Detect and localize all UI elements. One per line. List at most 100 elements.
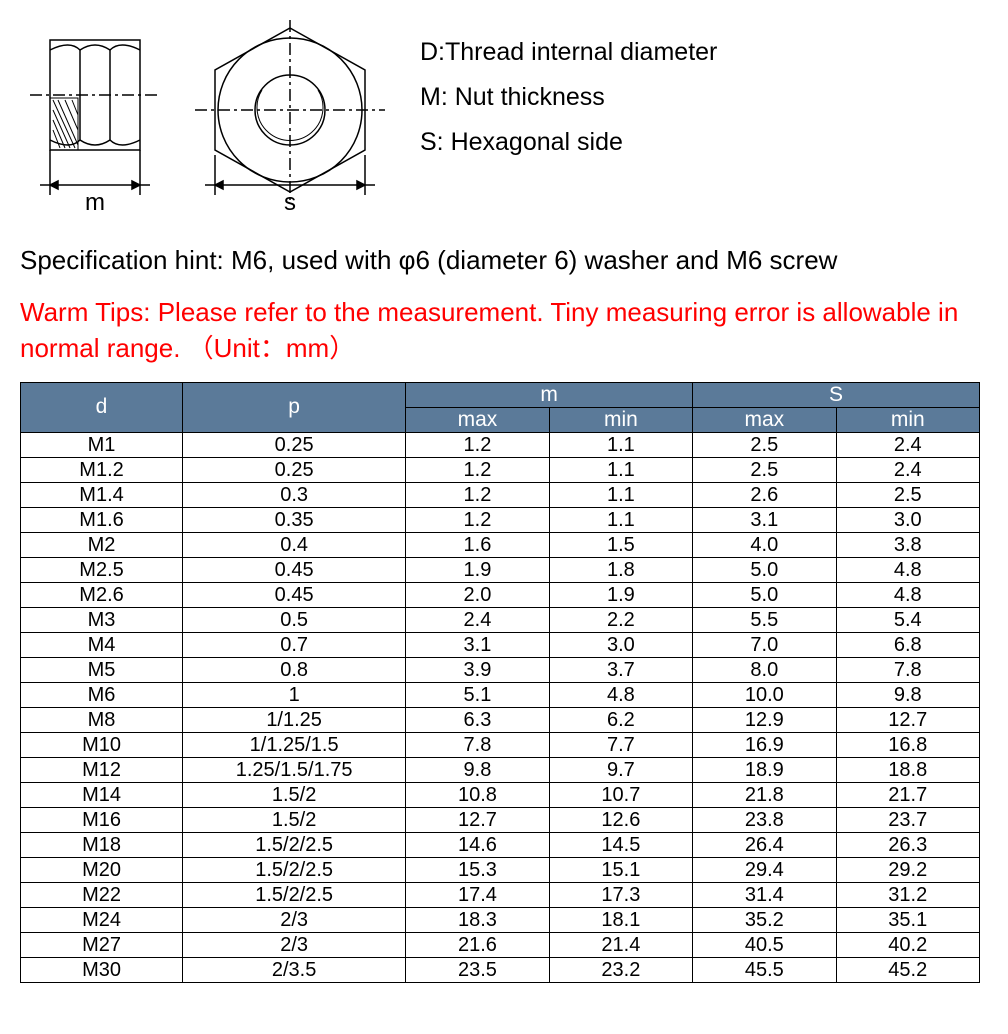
legend-s: S: Hexagonal side [420,120,717,165]
cell-s_max: 5.5 [693,607,836,632]
table-row: M121.25/1.5/1.759.89.718.918.8 [21,757,980,782]
cell-s_max: 45.5 [693,957,836,982]
cell-d: M3 [21,607,183,632]
cell-s_max: 29.4 [693,857,836,882]
cell-p: 0.7 [183,632,406,657]
cell-d: M2.6 [21,582,183,607]
cell-m_min: 1.1 [549,482,692,507]
cell-d: M6 [21,682,183,707]
cell-m_min: 10.7 [549,782,692,807]
table-row: M141.5/210.810.721.821.7 [21,782,980,807]
cell-d: M24 [21,907,183,932]
cell-m_max: 10.8 [406,782,549,807]
table-row: M2.60.452.01.95.04.8 [21,582,980,607]
table-row: M10.251.21.12.52.4 [21,432,980,457]
cell-s_max: 16.9 [693,732,836,757]
col-s-header: S [693,382,980,407]
cell-m_max: 6.3 [406,707,549,732]
table-row: M161.5/212.712.623.823.7 [21,807,980,832]
cell-m_min: 7.7 [549,732,692,757]
cell-p: 1.25/1.5/1.75 [183,757,406,782]
cell-m_min: 3.0 [549,632,692,657]
cell-p: 1.5/2/2.5 [183,832,406,857]
table-header: d p m S max min max min [21,382,980,432]
cell-d: M20 [21,857,183,882]
cell-m_max: 21.6 [406,932,549,957]
nut-top-view-icon: s [190,20,390,220]
col-s-max-header: max [693,407,836,432]
cell-m_min: 1.9 [549,582,692,607]
cell-m_min: 15.1 [549,857,692,882]
table-row: M272/321.621.440.540.2 [21,932,980,957]
cell-m_min: 4.8 [549,682,692,707]
cell-d: M12 [21,757,183,782]
cell-m_min: 21.4 [549,932,692,957]
cell-s_min: 3.0 [836,507,979,532]
cell-p: 0.4 [183,532,406,557]
cell-m_min: 23.2 [549,957,692,982]
cell-d: M2 [21,532,183,557]
cell-s_max: 5.0 [693,582,836,607]
cell-s_max: 2.5 [693,432,836,457]
cell-m_max: 14.6 [406,832,549,857]
cell-p: 1 [183,682,406,707]
table-row: M81/1.256.36.212.912.7 [21,707,980,732]
cell-m_max: 3.1 [406,632,549,657]
cell-m_max: 1.2 [406,432,549,457]
cell-m_min: 18.1 [549,907,692,932]
cell-s_min: 40.2 [836,932,979,957]
cell-s_min: 2.4 [836,432,979,457]
table-row: M181.5/2/2.514.614.526.426.3 [21,832,980,857]
cell-d: M2.5 [21,557,183,582]
cell-s_max: 26.4 [693,832,836,857]
col-m-max-header: max [406,407,549,432]
cell-p: 1/1.25/1.5 [183,732,406,757]
cell-s_min: 5.4 [836,607,979,632]
cell-m_max: 1.6 [406,532,549,557]
cell-s_min: 4.8 [836,557,979,582]
table-row: M101/1.25/1.57.87.716.916.8 [21,732,980,757]
cell-m_max: 17.4 [406,882,549,907]
cell-m_max: 12.7 [406,807,549,832]
cell-d: M16 [21,807,183,832]
table-row: M20.41.61.54.03.8 [21,532,980,557]
cell-p: 2/3 [183,907,406,932]
cell-p: 0.3 [183,482,406,507]
cell-s_min: 2.5 [836,482,979,507]
cell-d: M1 [21,432,183,457]
cell-m_max: 23.5 [406,957,549,982]
cell-m_max: 2.0 [406,582,549,607]
table-row: M201.5/2/2.515.315.129.429.2 [21,857,980,882]
cell-m_min: 6.2 [549,707,692,732]
cell-m_max: 1.2 [406,457,549,482]
cell-p: 1.5/2/2.5 [183,857,406,882]
cell-p: 1.5/2/2.5 [183,882,406,907]
cell-d: M22 [21,882,183,907]
table-row: M302/3.523.523.245.545.2 [21,957,980,982]
legend-m: M: Nut thickness [420,75,717,120]
cell-d: M1.6 [21,507,183,532]
col-m-header: m [406,382,693,407]
cell-d: M14 [21,782,183,807]
cell-s_min: 45.2 [836,957,979,982]
cell-d: M8 [21,707,183,732]
table-row: M615.14.810.09.8 [21,682,980,707]
cell-m_min: 2.2 [549,607,692,632]
cell-s_max: 8.0 [693,657,836,682]
cell-m_max: 15.3 [406,857,549,882]
cell-m_min: 1.8 [549,557,692,582]
cell-s_min: 35.1 [836,907,979,932]
col-s-min-header: min [836,407,979,432]
cell-s_min: 18.8 [836,757,979,782]
s-dimension-label: s [284,189,296,216]
cell-m_min: 1.1 [549,432,692,457]
cell-s_min: 23.7 [836,807,979,832]
cell-s_max: 21.8 [693,782,836,807]
cell-m_min: 1.5 [549,532,692,557]
cell-d: M5 [21,657,183,682]
cell-s_max: 2.5 [693,457,836,482]
cell-p: 0.5 [183,607,406,632]
col-m-min-header: min [549,407,692,432]
cell-s_min: 21.7 [836,782,979,807]
table-row: M1.40.31.21.12.62.5 [21,482,980,507]
